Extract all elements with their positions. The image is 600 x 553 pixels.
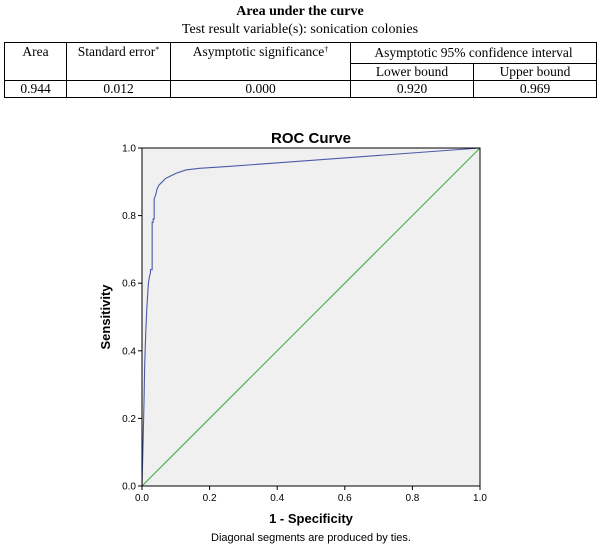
y-tick-label: 0.6: [122, 279, 136, 290]
x-tick-label: 0.0: [135, 493, 149, 504]
x-tick-label: 1.0: [473, 493, 487, 504]
cell-asymptotic-significance: 0.000: [170, 80, 351, 98]
cell-standard-error: 0.012: [66, 80, 171, 98]
x-tick-label: 0.6: [338, 493, 352, 504]
x-tick-label: 0.4: [270, 493, 284, 504]
y-tick-label: 0.0: [122, 482, 136, 493]
auc-table: Area Standard error* Asymptotic signific…: [4, 42, 598, 98]
table-title: Area under the curve: [236, 4, 364, 19]
table-subtitle: Test result variable(s): sonication colo…: [181, 22, 419, 37]
standard-error-footnote-mark: *: [155, 45, 160, 54]
x-tick-label: 0.2: [203, 493, 217, 504]
roc-curve-line: [141, 147, 481, 487]
significance-footnote-mark: †: [324, 45, 329, 54]
chart-footnote: Diagonal segments are produced by ties.: [211, 532, 411, 544]
y-tick-label: 0.2: [122, 414, 136, 425]
x-axis-label: 1 - Specificity: [269, 511, 354, 526]
reference-diagonal-line: [141, 147, 481, 487]
header-lower-bound: Lower bound: [350, 63, 474, 81]
y-tick-label: 1.0: [122, 144, 136, 155]
cell-upper-bound: 0.969: [472, 80, 598, 98]
chart-title: ROC Curve: [271, 130, 351, 147]
y-axis-label: Sensitivity: [98, 284, 113, 350]
x-tick-label: 0.8: [405, 493, 419, 504]
cell-area: 0.944: [4, 80, 67, 98]
y-tick-label: 0.4: [122, 346, 136, 357]
plot-frame: [141, 147, 481, 487]
y-tick-label: 0.8: [122, 211, 136, 222]
header-area: Area: [4, 42, 67, 81]
